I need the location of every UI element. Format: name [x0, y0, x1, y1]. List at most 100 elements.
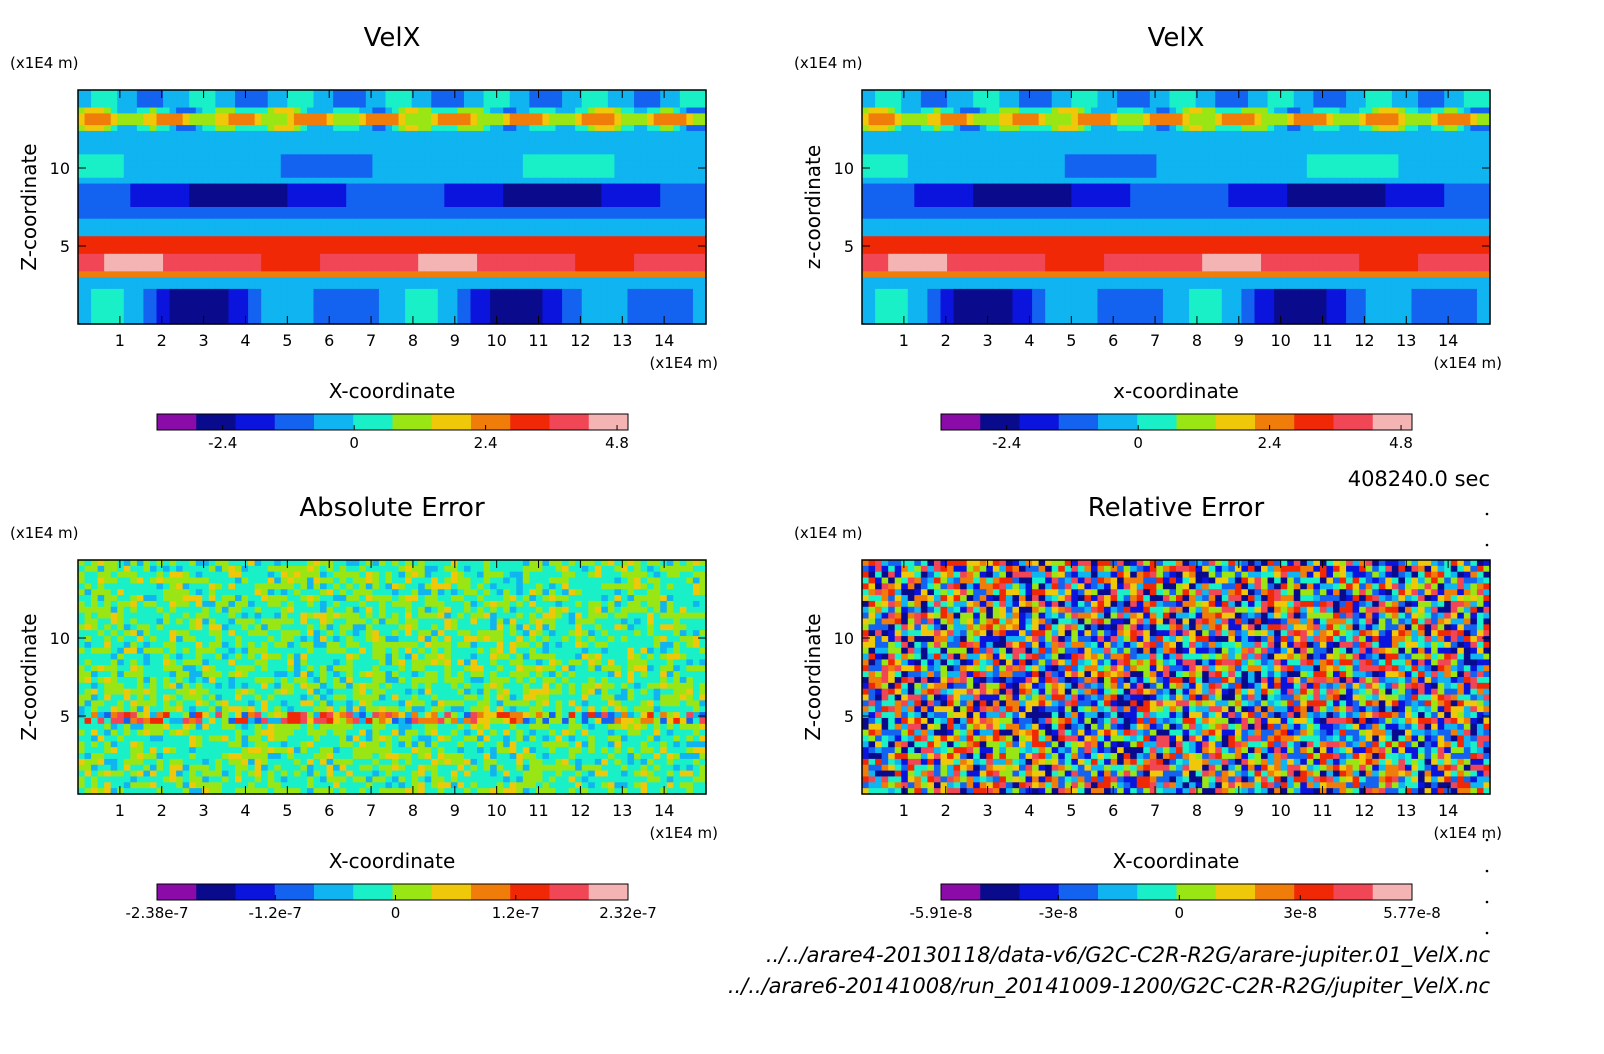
- heatmap-cell: [1228, 90, 1236, 97]
- heatmap-cell: [267, 177, 275, 185]
- heatmap-cell: [424, 125, 432, 132]
- heatmap-cell: [1333, 113, 1341, 120]
- heatmap-cell: [1385, 125, 1393, 132]
- heatmap-cell: [123, 300, 131, 308]
- heatmap-cell: [1143, 107, 1151, 114]
- heatmap-cell: [176, 288, 184, 296]
- heatmap-cell: [254, 247, 262, 255]
- heatmap-cell: [431, 130, 439, 138]
- heatmap-cell: [241, 242, 249, 249]
- heatmap-cell: [575, 101, 583, 109]
- heatmap-cell: [418, 189, 426, 196]
- heatmap-cell: [104, 113, 112, 120]
- heatmap-cell: [516, 300, 524, 308]
- heatmap-cell: [97, 107, 105, 114]
- heatmap-cell: [614, 218, 622, 226]
- heatmap-cell: [1234, 119, 1243, 126]
- heatmap-cell: [1352, 130, 1360, 138]
- heatmap-cell: [1143, 125, 1151, 132]
- heatmap-cell: [248, 318, 256, 325]
- heatmap-cell: [679, 242, 687, 249]
- heatmap-cell: [673, 271, 681, 278]
- heatmap-cell: [339, 306, 347, 313]
- heatmap-cell: [647, 166, 655, 173]
- heatmap-cell: [1032, 90, 1040, 97]
- heatmap-cell: [437, 125, 445, 132]
- heatmap-cell: [588, 107, 596, 114]
- heatmap-cell: [529, 265, 537, 272]
- heatmap-cell: [241, 277, 249, 284]
- heatmap-cell: [182, 230, 190, 237]
- heatmap-cell: [1169, 90, 1177, 97]
- heatmap-cell: [463, 113, 472, 120]
- heatmap-cell: [588, 183, 596, 191]
- heatmap-cell: [313, 247, 321, 255]
- heatmap-cell: [176, 306, 184, 313]
- heatmap-cell: [359, 224, 367, 231]
- heatmap-cell: [686, 113, 694, 120]
- heatmap-cell: [450, 160, 459, 167]
- heatmap-cell: [960, 148, 968, 155]
- heatmap-cell: [156, 101, 164, 109]
- heatmap-cell: [1202, 136, 1210, 144]
- heatmap-cell: [607, 107, 616, 114]
- heatmap-cell: [607, 130, 616, 138]
- heatmap-cell: [411, 242, 419, 249]
- heatmap-cell: [1019, 148, 1027, 155]
- heatmap-cell: [620, 224, 629, 231]
- heatmap-cell: [1221, 101, 1229, 109]
- heatmap-cell: [346, 177, 354, 185]
- heatmap-cell: [594, 318, 602, 325]
- heatmap-cell: [555, 312, 563, 319]
- heatmap-cell: [555, 212, 563, 220]
- heatmap-cell: [97, 201, 105, 208]
- heatmap-cell: [84, 300, 92, 308]
- heatmap-cell: [640, 300, 648, 308]
- heatmap-cell: [477, 236, 485, 243]
- heatmap-cell: [1463, 107, 1471, 114]
- heatmap-cell: [274, 101, 282, 109]
- heatmap-cell: [248, 236, 256, 243]
- heatmap-cell: [143, 300, 151, 308]
- heatmap-cell: [411, 318, 419, 325]
- heatmap-cell: [359, 306, 367, 313]
- heatmap-cell: [117, 306, 125, 313]
- heatmap-cell: [1483, 90, 1491, 97]
- heatmap-cell: [215, 119, 223, 126]
- heatmap-cell: [1176, 119, 1184, 126]
- heatmap-cell: [287, 300, 295, 308]
- heatmap-cell: [346, 312, 354, 319]
- heatmap-cell: [437, 259, 445, 267]
- heatmap-cell: [496, 283, 504, 290]
- heatmap-cell: [333, 130, 341, 138]
- heatmap-cell: [581, 154, 589, 161]
- heatmap-cell: [568, 113, 576, 120]
- heatmap-cell: [293, 218, 302, 226]
- heatmap-cell: [228, 113, 236, 120]
- heatmap-cell: [339, 195, 347, 202]
- heatmap-cell: [372, 183, 380, 191]
- heatmap-cell: [463, 294, 472, 302]
- heatmap-cell: [143, 142, 151, 150]
- heatmap-cell: [392, 253, 400, 261]
- heatmap-cell: [686, 136, 694, 144]
- heatmap-cell: [575, 265, 583, 272]
- heatmap-cell: [163, 230, 171, 237]
- heatmap-cell: [235, 183, 243, 191]
- heatmap-cell: [182, 171, 190, 179]
- heatmap-cell: [352, 224, 360, 231]
- heatmap-cell: [293, 136, 302, 144]
- heatmap-cell: [228, 236, 236, 243]
- heatmap-cell: [346, 277, 354, 284]
- heatmap-cell: [78, 212, 86, 220]
- heatmap-cell: [195, 288, 203, 296]
- heatmap-cell: [1261, 95, 1269, 103]
- heatmap-cell: [156, 160, 164, 167]
- heatmap-cell: [1385, 95, 1393, 103]
- heatmap-cell: [424, 160, 432, 167]
- heatmap-cell: [503, 294, 511, 302]
- heatmap-cell: [601, 253, 609, 261]
- heatmap-cell: [182, 306, 190, 313]
- heatmap-cell: [601, 288, 609, 296]
- heatmap-cell: [986, 148, 994, 155]
